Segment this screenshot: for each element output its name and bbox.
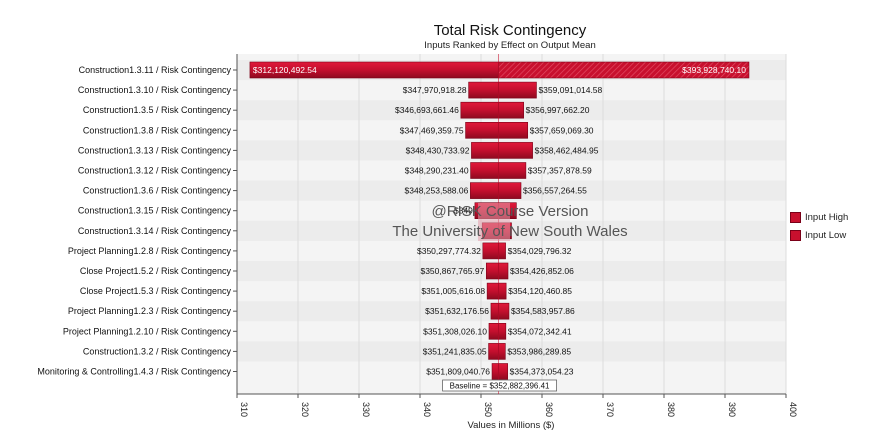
bar-input-low	[482, 242, 499, 260]
bar-input-high	[498, 142, 533, 159]
x-tick-label: 360	[544, 402, 554, 417]
row-band	[237, 301, 786, 322]
bar-high-label: $359,091,014.58	[538, 85, 602, 95]
bar-high-label: $354,029,796.32	[508, 246, 572, 256]
bar-input-high	[498, 182, 522, 199]
row-label: Monitoring & Controlling1.4.3 / Risk Con…	[37, 367, 231, 377]
row-label: Project Planning1.2.8 / Risk Contingency	[68, 246, 232, 256]
bar-input-high	[498, 101, 524, 119]
row-label: Construction1.3.10 / Risk Contingency	[78, 85, 232, 95]
bar-low-label: $350,867,765.97	[420, 266, 484, 276]
bar-low-label: $348,290,231.40	[405, 166, 469, 176]
row-label: Construction1.3.5 / Risk Contingency	[83, 105, 232, 115]
chart-title: Total Risk Contingency	[434, 22, 587, 39]
bar-input-high	[498, 242, 506, 260]
bar-high-label: $393,928,740.10	[682, 65, 746, 75]
x-tick-label: 380	[666, 402, 676, 417]
row-label: Construction1.3.6 / Risk Contingency	[83, 186, 232, 196]
bar-low-label: $351,241,835.05	[423, 346, 487, 356]
bar-input-low	[485, 262, 499, 280]
bar-input-high	[498, 343, 506, 360]
bar-high-label: $357,357,878.59	[528, 166, 592, 176]
bar-low-label: $347,970,918.28	[403, 85, 467, 95]
bar-low-label: $346,693,661.46	[395, 105, 459, 115]
bar-input-low	[470, 162, 499, 179]
bar-input-low	[468, 81, 499, 99]
bar-low-label: $348,253,588.06	[405, 186, 469, 196]
bar-input-low	[488, 322, 499, 340]
x-axis-label: Values in Millions ($)	[468, 420, 555, 431]
row-label: Project Planning1.2.3 / Risk Contingency	[68, 306, 232, 316]
row-label: Close Project1.5.2 / Risk Contingency	[80, 266, 232, 276]
legend-item-input-high: Input High	[790, 208, 848, 226]
bar-low-label: $349	[454, 206, 473, 216]
bar-input-low	[491, 363, 499, 380]
bar-input-high	[498, 282, 507, 300]
baseline-box	[442, 379, 557, 392]
row-band	[237, 341, 786, 362]
bar-input-low	[465, 122, 499, 139]
legend-swatch-input-high	[790, 211, 801, 223]
bar-input-high	[498, 322, 507, 340]
legend-label-input-low: Input Low	[805, 229, 847, 241]
bar-low-label: $350,297,774.32	[417, 246, 481, 256]
bar-high-label: $354,583,957.86	[511, 306, 575, 316]
row-label: Construction1.3.2 / Risk Contingency	[83, 346, 232, 356]
bar-high-label: $356,557,264.55	[523, 186, 587, 196]
bar-low-label: $348,430,733.92	[406, 145, 470, 155]
x-tick-label: 330	[361, 402, 371, 417]
row-label: Construction1.3.8 / Risk Contingency	[83, 125, 232, 135]
bar-input-high	[498, 262, 509, 280]
bar-input-low	[470, 182, 499, 199]
bar-low-label: $351,308,026.10	[423, 326, 487, 336]
row-label: Construction1.3.11 / Risk Contingency	[79, 65, 232, 75]
x-tick-label: 320	[300, 402, 310, 417]
bar-low-label: $351,005,616.08	[421, 286, 485, 296]
bar-high-label: $354,426,852.06	[510, 266, 574, 276]
bar-high-label: $356,997,662.20	[526, 105, 590, 115]
bar-low-label: $312,120,492.54	[253, 65, 317, 75]
bar-input-high	[498, 81, 537, 99]
row-label: Project Planning1.2.10 / Risk Contingenc…	[63, 326, 232, 336]
bar-low-label: $351,632,176.56	[425, 306, 489, 316]
bar-low-label: $347,469,359.75	[400, 125, 464, 135]
legend-item-input-low: Input Low	[790, 226, 848, 244]
row-label: Construction1.3.15 / Risk Contingency	[78, 206, 232, 216]
bar-input-high	[498, 162, 527, 179]
bar-high-label: $358,462,484.95	[535, 145, 599, 155]
bar-high-label: $354,072,342.41	[508, 326, 572, 336]
watermark-overlay	[478, 203, 510, 241]
x-tick-label: 370	[605, 402, 615, 417]
row-label: Close Project1.5.3 / Risk Contingency	[80, 286, 232, 296]
bar-high-label: $354,373,054.23	[510, 367, 574, 377]
chart-legend: Input High Input Low	[790, 208, 848, 244]
row-label: Construction1.3.14 / Risk Contingency	[78, 226, 232, 236]
row-label: Construction1.3.12 / Risk Contingency	[78, 166, 232, 176]
bar-input-low	[486, 282, 499, 300]
bar-high-label: $354,120,460.85	[508, 286, 572, 296]
row-band	[237, 261, 786, 282]
x-tick-label: 400	[788, 402, 798, 417]
bar-high-label: $353,986,289.85	[507, 346, 571, 356]
bar-input-low	[490, 302, 499, 320]
bar-input-low	[488, 343, 499, 360]
legend-swatch-input-low	[790, 229, 801, 241]
baseline-label: Baseline = $352,882,396.41	[450, 382, 550, 391]
x-tick-label: 340	[422, 402, 432, 417]
bar-low-label: $351,809,040.76	[426, 367, 490, 377]
bar-input-high	[498, 122, 529, 139]
x-tick-label: 350	[483, 402, 493, 417]
bar-high-label: $357,659,069.30	[530, 125, 594, 135]
bar-input-low	[471, 142, 499, 159]
x-tick-label: 310	[239, 402, 249, 417]
chart-subtitle: Inputs Ranked by Effect on Output Mean	[424, 40, 595, 51]
bar-input-high	[498, 302, 510, 320]
bar-input-high	[498, 363, 508, 380]
x-tick-label: 390	[727, 402, 737, 417]
row-label: Construction1.3.13 / Risk Contingency	[78, 145, 232, 155]
bar-input-low	[460, 101, 499, 119]
legend-label-input-high: Input High	[805, 211, 849, 223]
